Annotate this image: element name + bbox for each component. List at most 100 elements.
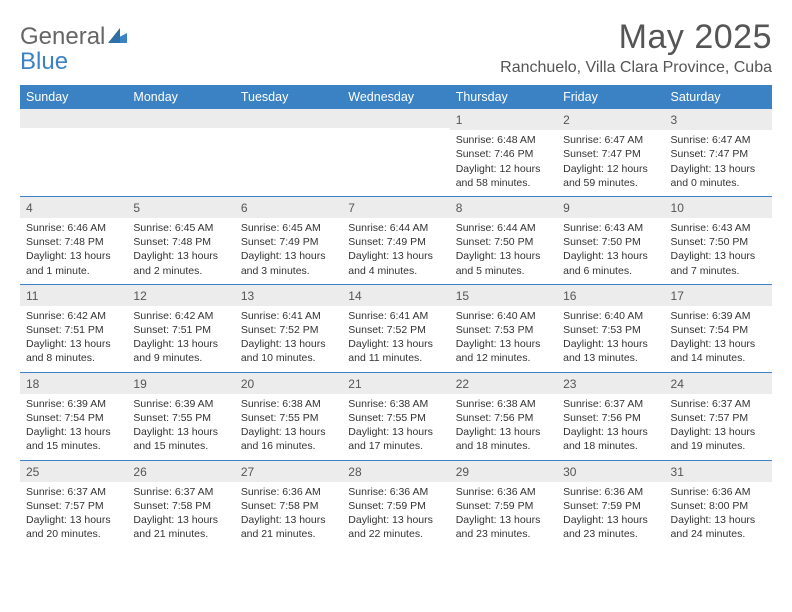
- day-number: 19: [127, 373, 234, 394]
- week-row: 18Sunrise: 6:39 AMSunset: 7:54 PMDayligh…: [20, 372, 772, 460]
- weekday-header: Saturday: [665, 85, 772, 109]
- day-cell: 8Sunrise: 6:44 AMSunset: 7:50 PMDaylight…: [450, 197, 557, 284]
- sunrise-text: Sunrise: 6:39 AM: [26, 397, 121, 411]
- sunrise-text: Sunrise: 6:42 AM: [133, 309, 228, 323]
- day-number: 26: [127, 461, 234, 482]
- brand-logo: GeneralBlue: [20, 18, 128, 74]
- sunrise-text: Sunrise: 6:38 AM: [348, 397, 443, 411]
- day-body: Sunrise: 6:44 AMSunset: 7:50 PMDaylight:…: [450, 218, 557, 284]
- sunrise-text: Sunrise: 6:45 AM: [133, 221, 228, 235]
- day-number: 2: [557, 109, 664, 130]
- day-cell: 27Sunrise: 6:36 AMSunset: 7:58 PMDayligh…: [235, 461, 342, 548]
- sunset-text: Sunset: 7:47 PM: [671, 147, 766, 161]
- day-cell: 26Sunrise: 6:37 AMSunset: 7:58 PMDayligh…: [127, 461, 234, 548]
- sunset-text: Sunset: 7:52 PM: [241, 323, 336, 337]
- daylight-text: Daylight: 13 hours and 5 minutes.: [456, 249, 551, 277]
- sunset-text: Sunset: 7:56 PM: [456, 411, 551, 425]
- sunrise-text: Sunrise: 6:36 AM: [348, 485, 443, 499]
- daylight-text: Daylight: 13 hours and 16 minutes.: [241, 425, 336, 453]
- sunset-text: Sunset: 7:59 PM: [563, 499, 658, 513]
- day-body: Sunrise: 6:46 AMSunset: 7:48 PMDaylight:…: [20, 218, 127, 284]
- sunset-text: Sunset: 7:54 PM: [26, 411, 121, 425]
- day-body: Sunrise: 6:47 AMSunset: 7:47 PMDaylight:…: [665, 130, 772, 196]
- sunrise-text: Sunrise: 6:37 AM: [563, 397, 658, 411]
- weekday-header-row: Sunday Monday Tuesday Wednesday Thursday…: [20, 85, 772, 109]
- day-number: 17: [665, 285, 772, 306]
- day-number: 10: [665, 197, 772, 218]
- day-body: Sunrise: 6:37 AMSunset: 7:58 PMDaylight:…: [127, 482, 234, 548]
- daylight-text: Daylight: 13 hours and 18 minutes.: [563, 425, 658, 453]
- sunrise-text: Sunrise: 6:48 AM: [456, 133, 551, 147]
- calendar: Sunday Monday Tuesday Wednesday Thursday…: [20, 85, 772, 547]
- day-number: [342, 109, 449, 128]
- sunrise-text: Sunrise: 6:41 AM: [241, 309, 336, 323]
- page-header: GeneralBlue May 2025 Ranchuelo, Villa Cl…: [20, 18, 772, 77]
- day-number: [127, 109, 234, 128]
- daylight-text: Daylight: 12 hours and 58 minutes.: [456, 162, 551, 190]
- day-cell: 24Sunrise: 6:37 AMSunset: 7:57 PMDayligh…: [665, 373, 772, 460]
- day-cell: 15Sunrise: 6:40 AMSunset: 7:53 PMDayligh…: [450, 285, 557, 372]
- week-row: 4Sunrise: 6:46 AMSunset: 7:48 PMDaylight…: [20, 196, 772, 284]
- sunrise-text: Sunrise: 6:39 AM: [671, 309, 766, 323]
- day-number: 25: [20, 461, 127, 482]
- sunset-text: Sunset: 7:51 PM: [26, 323, 121, 337]
- day-body: Sunrise: 6:39 AMSunset: 7:54 PMDaylight:…: [665, 306, 772, 372]
- day-number: 14: [342, 285, 449, 306]
- daylight-text: Daylight: 13 hours and 14 minutes.: [671, 337, 766, 365]
- daylight-text: Daylight: 13 hours and 0 minutes.: [671, 162, 766, 190]
- day-cell: 23Sunrise: 6:37 AMSunset: 7:56 PMDayligh…: [557, 373, 664, 460]
- sunrise-text: Sunrise: 6:43 AM: [671, 221, 766, 235]
- daylight-text: Daylight: 13 hours and 6 minutes.: [563, 249, 658, 277]
- day-cell: 3Sunrise: 6:47 AMSunset: 7:47 PMDaylight…: [665, 109, 772, 196]
- sunrise-text: Sunrise: 6:41 AM: [348, 309, 443, 323]
- day-number: 3: [665, 109, 772, 130]
- sunset-text: Sunset: 7:59 PM: [348, 499, 443, 513]
- day-body: Sunrise: 6:38 AMSunset: 7:55 PMDaylight:…: [235, 394, 342, 460]
- day-cell: 1Sunrise: 6:48 AMSunset: 7:46 PMDaylight…: [450, 109, 557, 196]
- week-row: 25Sunrise: 6:37 AMSunset: 7:57 PMDayligh…: [20, 460, 772, 548]
- brand-part1: General: [20, 23, 105, 50]
- sunrise-text: Sunrise: 6:43 AM: [563, 221, 658, 235]
- sunrise-text: Sunrise: 6:44 AM: [456, 221, 551, 235]
- sunrise-text: Sunrise: 6:42 AM: [26, 309, 121, 323]
- daylight-text: Daylight: 13 hours and 15 minutes.: [133, 425, 228, 453]
- sunrise-text: Sunrise: 6:36 AM: [456, 485, 551, 499]
- day-cell: 7Sunrise: 6:44 AMSunset: 7:49 PMDaylight…: [342, 197, 449, 284]
- day-number: 21: [342, 373, 449, 394]
- sunrise-text: Sunrise: 6:44 AM: [348, 221, 443, 235]
- sunset-text: Sunset: 7:55 PM: [241, 411, 336, 425]
- day-cell: 17Sunrise: 6:39 AMSunset: 7:54 PMDayligh…: [665, 285, 772, 372]
- daylight-text: Daylight: 13 hours and 11 minutes.: [348, 337, 443, 365]
- daylight-text: Daylight: 13 hours and 18 minutes.: [456, 425, 551, 453]
- sunrise-text: Sunrise: 6:37 AM: [671, 397, 766, 411]
- day-cell: 4Sunrise: 6:46 AMSunset: 7:48 PMDaylight…: [20, 197, 127, 284]
- day-cell: 14Sunrise: 6:41 AMSunset: 7:52 PMDayligh…: [342, 285, 449, 372]
- sunrise-text: Sunrise: 6:37 AM: [26, 485, 121, 499]
- day-cell: 12Sunrise: 6:42 AMSunset: 7:51 PMDayligh…: [127, 285, 234, 372]
- sunset-text: Sunset: 7:48 PM: [133, 235, 228, 249]
- daylight-text: Daylight: 13 hours and 2 minutes.: [133, 249, 228, 277]
- daylight-text: Daylight: 13 hours and 4 minutes.: [348, 249, 443, 277]
- day-body: Sunrise: 6:36 AMSunset: 8:00 PMDaylight:…: [665, 482, 772, 548]
- sunset-text: Sunset: 7:50 PM: [563, 235, 658, 249]
- sunset-text: Sunset: 7:55 PM: [348, 411, 443, 425]
- day-number: 29: [450, 461, 557, 482]
- day-number: 4: [20, 197, 127, 218]
- day-body: Sunrise: 6:40 AMSunset: 7:53 PMDaylight:…: [557, 306, 664, 372]
- day-cell: 5Sunrise: 6:45 AMSunset: 7:48 PMDaylight…: [127, 197, 234, 284]
- weeks-container: 1Sunrise: 6:48 AMSunset: 7:46 PMDaylight…: [20, 109, 772, 547]
- sunrise-text: Sunrise: 6:39 AM: [133, 397, 228, 411]
- day-cell: [20, 109, 127, 196]
- day-number: 8: [450, 197, 557, 218]
- sunrise-text: Sunrise: 6:47 AM: [563, 133, 658, 147]
- day-body: Sunrise: 6:47 AMSunset: 7:47 PMDaylight:…: [557, 130, 664, 196]
- day-body: [342, 128, 449, 137]
- day-body: Sunrise: 6:38 AMSunset: 7:55 PMDaylight:…: [342, 394, 449, 460]
- daylight-text: Daylight: 13 hours and 20 minutes.: [26, 513, 121, 541]
- day-cell: 13Sunrise: 6:41 AMSunset: 7:52 PMDayligh…: [235, 285, 342, 372]
- sunrise-text: Sunrise: 6:45 AM: [241, 221, 336, 235]
- day-body: Sunrise: 6:40 AMSunset: 7:53 PMDaylight:…: [450, 306, 557, 372]
- day-body: Sunrise: 6:36 AMSunset: 7:59 PMDaylight:…: [450, 482, 557, 548]
- sunset-text: Sunset: 7:57 PM: [671, 411, 766, 425]
- sunset-text: Sunset: 7:50 PM: [671, 235, 766, 249]
